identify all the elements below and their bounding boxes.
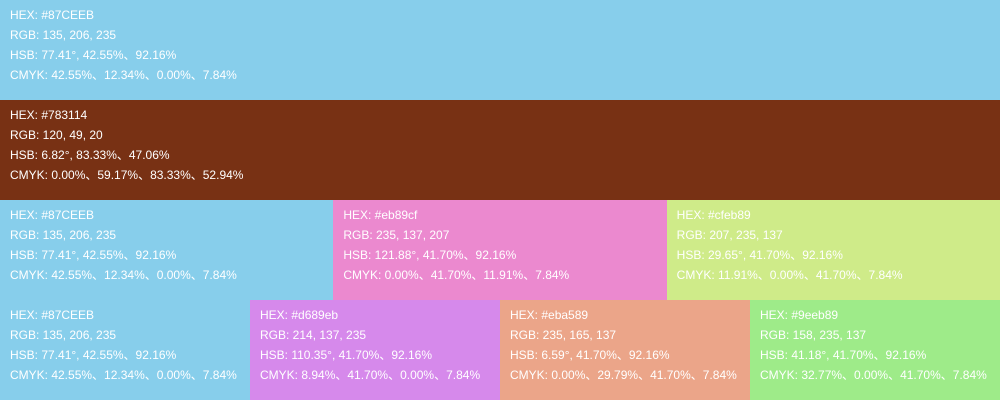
swatch-info-line: RGB: 214, 137, 235 — [260, 328, 367, 342]
swatch-info-line: HEX: #d689eb — [260, 308, 339, 322]
swatch-info-line: RGB: 158, 235, 137 — [760, 328, 867, 342]
swatch-info-line: RGB: 135, 206, 235 — [10, 328, 117, 342]
color-swatch: HEX: #9eeb89 RGB: 158, 235, 137 HSB: 41.18… — [750, 300, 1000, 400]
swatch-info-line: RGB: 235, 165, 137 — [510, 328, 617, 342]
color-swatch: HEX: #783114 RGB: 120, 49, 20 HSB: 6.82°, … — [0, 100, 1000, 200]
swatch-info-line: HSB: 77.41°, 42.55%、92.16% — [10, 348, 177, 362]
swatch-info-line: HEX: #cfeb89 — [676, 208, 751, 222]
swatch-info-line: HEX: #87CEEB — [10, 308, 95, 322]
color-swatch: HEX: #d689eb RGB: 214, 137, 235 HSB: 110.3… — [250, 300, 500, 400]
swatch-info-line: HSB: 6.59°, 41.70%、92.16% — [510, 348, 670, 362]
swatch-info-line: CMYK: 0.00%、29.79%、41.70%、7.84% — [510, 368, 737, 382]
swatch-info-line: CMYK: 0.00%、41.70%、11.91%、7.84% — [343, 268, 570, 282]
swatch-info-line: RGB: 207, 235, 137 — [676, 228, 783, 242]
swatch-info-line: CMYK: 32.77%、0.00%、41.70%、7.84% — [760, 368, 987, 382]
swatch-row: HEX: #87CEEB RGB: 135, 206, 235 HSB: 77.41… — [0, 300, 1000, 400]
color-swatch: HEX: #cfeb89 RGB: 207, 235, 137 HSB: 29.65… — [666, 200, 1000, 300]
swatch-info-line: HEX: #9eeb89 — [760, 308, 839, 322]
swatch-info-line: HSB: 77.41°, 42.55%、92.16% — [10, 248, 177, 262]
swatch-info-line: CMYK: 0.00%、59.17%、83.33%、52.94% — [10, 168, 244, 182]
swatch-info-line: CMYK: 42.55%、12.34%、0.00%、7.84% — [10, 68, 237, 82]
swatch-row: HEX: #783114 RGB: 120, 49, 20 HSB: 6.82°, … — [0, 100, 1000, 200]
swatch-info-line: HSB: 6.82°, 83.33%、47.06% — [10, 148, 170, 162]
swatch-info-line: HSB: 29.65°, 41.70%、92.16% — [676, 248, 843, 262]
swatch-row: HEX: #87CEEB RGB: 135, 206, 235 HSB: 77.41… — [0, 200, 1000, 300]
color-swatch: HEX: #87CEEB RGB: 135, 206, 235 HSB: 77.41… — [0, 200, 334, 300]
swatch-info-line: RGB: 135, 206, 235 — [10, 28, 117, 42]
color-swatch: HEX: #eb89cf RGB: 235, 137, 207 HSB: 121.8… — [333, 200, 667, 300]
swatch-info-line: HEX: #87CEEB — [10, 8, 95, 22]
swatch-info-line: RGB: 135, 206, 235 — [10, 228, 117, 242]
color-swatch: HEX: #eba589 RGB: 235, 165, 137 HSB: 6.59°… — [500, 300, 750, 400]
swatch-info-line: CMYK: 42.55%、12.34%、0.00%、7.84% — [10, 368, 237, 382]
swatch-info-line: RGB: 235, 137, 207 — [343, 228, 450, 242]
swatch-info-line: HEX: #87CEEB — [10, 208, 95, 222]
color-swatch: HEX: #87CEEB RGB: 135, 206, 235 HSB: 77.41… — [0, 300, 250, 400]
swatch-info-line: CMYK: 42.55%、12.34%、0.00%、7.84% — [10, 268, 237, 282]
swatch-info-line: CMYK: 8.94%、41.70%、0.00%、7.84% — [260, 368, 481, 382]
swatch-info-line: HEX: #783114 — [10, 108, 88, 122]
swatch-info-line: HSB: 110.35°, 41.70%、92.16% — [260, 348, 433, 362]
swatch-info-line: CMYK: 11.91%、0.00%、41.70%、7.84% — [676, 268, 903, 282]
swatch-info-line: HSB: 77.41°, 42.55%、92.16% — [10, 48, 177, 62]
color-swatch: HEX: #87CEEB RGB: 135, 206, 235 HSB: 77.41… — [0, 0, 1000, 100]
swatch-info-line: RGB: 120, 49, 20 — [10, 128, 103, 142]
swatch-info-line: HEX: #eb89cf — [343, 208, 418, 222]
swatch-info-line: HSB: 41.18°, 41.70%、92.16% — [760, 348, 927, 362]
swatch-row: HEX: #87CEEB RGB: 135, 206, 235 HSB: 77.41… — [0, 0, 1000, 100]
swatch-info-line: HSB: 121.88°, 41.70%、92.16% — [343, 248, 517, 262]
swatch-info-line: HEX: #eba589 — [510, 308, 589, 322]
